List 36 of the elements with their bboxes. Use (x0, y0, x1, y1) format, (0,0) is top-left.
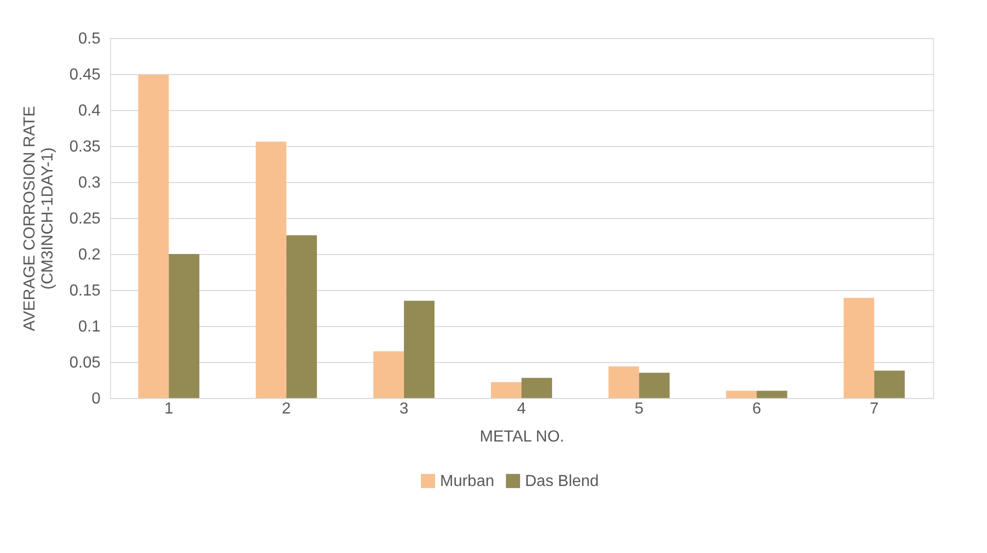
y-tick-label: 0.15 (69, 282, 101, 300)
x-tick-label: 5 (634, 400, 644, 418)
bar (639, 372, 670, 398)
legend-label: Das Blend (525, 473, 599, 490)
bar (490, 382, 522, 398)
x-tick-label: 2 (282, 400, 291, 418)
y-tick-label: 0 (92, 390, 101, 408)
bar (522, 378, 552, 398)
y-tick-label: 0.3 (78, 174, 101, 192)
x-tick-label: 3 (399, 400, 408, 418)
y-tick-label: 0.35 (69, 138, 101, 156)
bar (756, 390, 788, 398)
y-tick-label: 0.05 (69, 354, 101, 372)
bar (874, 370, 905, 398)
bar (726, 390, 757, 398)
bar (373, 351, 404, 398)
y-tick-label: 0.2 (78, 246, 101, 264)
bar (168, 254, 200, 398)
bar (256, 142, 286, 398)
y-tick-label: 0.1 (78, 318, 101, 336)
x-tick-label: 4 (517, 400, 526, 418)
x-tick-label: 1 (164, 400, 174, 418)
bar (404, 300, 434, 398)
x-tick-label: 7 (870, 400, 879, 418)
y-tick-label: 0.25 (69, 210, 101, 228)
bar (844, 298, 874, 398)
bar (286, 235, 317, 398)
y-tick-label: 0.5 (78, 30, 101, 48)
bar (608, 366, 640, 398)
x-tick-label: 6 (752, 400, 762, 418)
y-tick-label: 0.4 (78, 102, 101, 120)
bar (138, 74, 169, 398)
y-axis-title: AVERAGE CORROSION RATE (CM3INCH-1DAY-1) (21, 106, 56, 332)
x-axis-title: METAL NO. (480, 428, 564, 446)
legend-label: Murban (440, 473, 494, 490)
y-tick-label: 0.45 (69, 66, 101, 84)
